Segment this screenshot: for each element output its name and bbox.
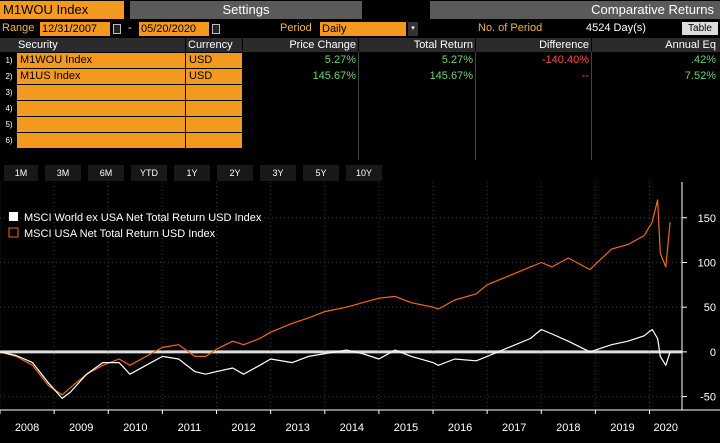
security-cell[interactable] [17,117,185,132]
y-tick-label: 150 [698,213,716,225]
currency-cell[interactable] [186,101,242,116]
annual-eq-value: 7.52% [684,70,716,82]
row-number: 5) [5,120,13,129]
top-bar: M1WOU Index Settings Comparative Returns [0,0,720,20]
row-number: 4) [5,104,13,113]
legend-label: MSCI World ex USA Net Total Return USD I… [24,212,262,224]
num-period-label: No. of Period [478,22,543,34]
end-calendar-icon[interactable] [212,24,220,34]
returns-chart[interactable]: 150 100 50 0 -50 2008 2009 2010 2011 2012 2013 201… [0,182,720,443]
chart-grid [0,182,682,410]
x-tick-label: 2008 [15,422,39,434]
legend-swatch-world-ex-usa [9,212,18,221]
period-select[interactable]: Daily [320,22,406,36]
period-button-ytd[interactable]: YTD [131,165,167,181]
table-row[interactable]: 5) [0,117,720,133]
security-cell[interactable] [17,101,185,116]
start-date-field[interactable]: 12/31/2007 [40,22,110,36]
period-label: Period [280,22,312,34]
table-row[interactable]: 1) M1WOU Index USD 5.27% 5.27% -140.40% … [0,53,720,69]
column-divider [358,52,359,160]
x-tick-label: 2018 [556,422,580,434]
column-divider [475,52,476,160]
price-change-value: 145.67% [312,70,356,82]
col-header-currency[interactable]: Currency [186,38,242,52]
col-header-annual-eq[interactable]: Annual Eq [592,38,720,52]
currency-cell[interactable]: USD [186,53,242,68]
price-change-value: 5.27% [324,54,356,66]
x-tick-label: 2017 [502,422,526,434]
x-tick-label: 2020 [654,422,678,434]
x-tick-label: 2009 [69,422,93,434]
security-cell[interactable]: M1US Index [17,69,185,84]
chevron-down-icon[interactable]: ▾ [408,22,418,36]
currency-cell[interactable]: USD [186,69,242,84]
y-tick-label: 50 [704,302,716,314]
y-tick-label: -50 [700,392,716,404]
col-header-price-change[interactable]: Price Change [243,38,358,52]
y-axis: 150 100 50 0 -50 [681,182,716,410]
table-row[interactable]: 3) [0,85,720,101]
table-button[interactable]: Table [682,22,718,35]
column-divider [591,52,592,160]
period-button-5y[interactable]: 5Y [303,165,339,181]
range-row: Range 12/31/2007 - 05/20/2020 Period Dai… [0,21,720,37]
security-cell[interactable]: M1WOU Index [17,53,185,68]
period-button-2y[interactable]: 2Y [217,165,253,181]
legend-label: MSCI USA Net Total Return USD Index [24,228,216,240]
x-tick-label: 2011 [178,422,202,434]
series-line-world-ex-usa [0,328,671,399]
start-calendar-icon[interactable] [113,24,121,34]
period-button-10y[interactable]: 10Y [346,165,382,181]
comparative-returns-title: Comparative Returns [430,1,720,19]
period-button-6m[interactable]: 6M [88,165,124,181]
row-number: 1) [5,56,13,65]
currency-cell[interactable] [186,133,242,148]
x-axis: 2008 2009 2010 2011 2012 2013 2014 2015 2016 2017… [0,409,720,434]
settings-button[interactable]: Settings [130,1,362,19]
col-header-difference[interactable]: Difference [476,38,591,52]
row-number: 6) [5,136,13,145]
end-date-field[interactable]: 05/20/2020 [139,22,209,36]
currency-cell[interactable] [186,117,242,132]
table-row[interactable]: 6) [0,133,720,149]
period-button-3y[interactable]: 3Y [260,165,296,181]
period-button-1m[interactable]: 1M [4,165,38,181]
series-line-usa [0,199,671,396]
security-cell[interactable] [17,133,185,148]
period-button-1y[interactable]: 1Y [174,165,210,181]
col-header-security[interactable]: Security [0,38,185,52]
x-tick-label: 2010 [123,422,147,434]
chart-series [0,199,671,399]
security-ticker-field[interactable]: M1WOU Index [0,1,124,19]
annual-eq-value: .42% [690,54,716,66]
table-row[interactable]: 4) [0,101,720,117]
total-return-value: 5.27% [441,54,473,66]
difference-value: -140.40% [541,54,589,66]
x-tick-label: 2012 [231,422,255,434]
y-tick-label: 100 [698,257,716,269]
y-tick-label: 0 [710,347,716,359]
row-number: 2) [5,72,13,81]
security-cell[interactable] [17,85,185,100]
difference-value: -- [581,70,589,82]
table-row[interactable]: 2) M1US Index USD 145.67% 145.67% -- 7.5… [0,69,720,85]
total-return-value: 145.67% [429,70,473,82]
legend-swatch-usa [8,227,19,238]
period-button-3m[interactable]: 3M [45,165,81,181]
x-tick-label: 2013 [285,422,309,434]
currency-cell[interactable] [186,85,242,100]
x-tick-label: 2019 [610,422,634,434]
row-number: 3) [5,88,13,97]
col-header-total-return[interactable]: Total Return [359,38,475,52]
chart-legend: MSCI World ex USA Net Total Return USD I… [8,212,262,240]
range-dash: - [128,22,132,34]
x-tick-label: 2014 [340,422,364,434]
x-tick-label: 2015 [394,422,418,434]
num-period-value: 4524 Day(s) [586,22,646,34]
range-label: Range [2,22,35,34]
x-tick-label: 2016 [448,422,472,434]
